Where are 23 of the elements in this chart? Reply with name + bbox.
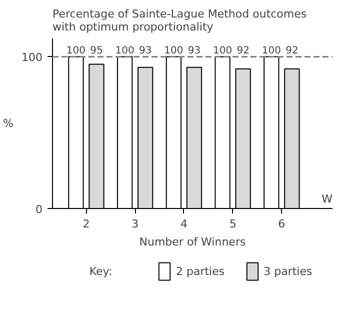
x-tick-label: 5 bbox=[229, 218, 236, 230]
data-label: 100 bbox=[66, 46, 86, 57]
data-label: 100 bbox=[213, 46, 232, 57]
annotation: W bbox=[322, 192, 333, 206]
x-tick-label: 3 bbox=[132, 218, 139, 230]
x-tick-label: 6 bbox=[278, 218, 286, 230]
x-tick-label: 4 bbox=[180, 218, 188, 230]
legend-title: Key: bbox=[89, 265, 112, 278]
data-label: 100 bbox=[115, 46, 134, 57]
x-axis-title: Number of Winners bbox=[139, 236, 246, 248]
chart-title: Percentage of Sainte-Lague Method outcomes with optimum proportionality bbox=[52, 8, 307, 34]
y-axis-title: % bbox=[3, 117, 14, 130]
data-label: 100 bbox=[164, 46, 184, 57]
legend-label: 2 parties bbox=[176, 264, 225, 278]
data-label: 95 bbox=[90, 46, 103, 57]
data-label: 92 bbox=[236, 46, 250, 57]
y-tick-label: 0 bbox=[36, 203, 42, 216]
data-label: 100 bbox=[262, 46, 281, 57]
data-label: 92 bbox=[286, 46, 298, 57]
x-tick-label: 2 bbox=[82, 218, 90, 230]
data-label: 93 bbox=[188, 46, 201, 57]
legend-label: 3 parties bbox=[264, 264, 312, 278]
data-label: 93 bbox=[138, 46, 152, 57]
